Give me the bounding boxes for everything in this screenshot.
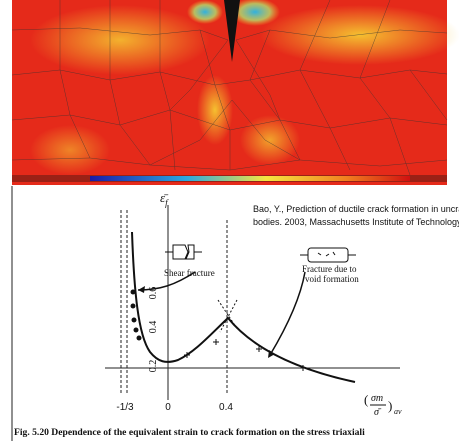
annotation: void formation xyxy=(305,274,359,284)
x-tick-label: 0.4 xyxy=(219,402,233,413)
arrow xyxy=(269,271,306,356)
y-tick-label: 0.2 xyxy=(148,360,159,373)
caption: Fig. 5.20 Dependence of the equivalent s… xyxy=(14,427,365,438)
annotation: Shear fracture xyxy=(164,268,215,278)
specimen-icon xyxy=(165,244,202,260)
y-axis-label: ε̄f xyxy=(160,190,169,208)
x-axis-bracket: ( xyxy=(364,392,368,407)
hot-spot xyxy=(240,115,300,165)
cold-spot xyxy=(187,0,223,24)
mesh xyxy=(11,0,448,176)
x-axis-numerator: σm xyxy=(371,393,383,404)
crack xyxy=(224,0,240,62)
specimen-icon xyxy=(300,247,356,263)
x-tick-label: -1/3 xyxy=(116,402,134,413)
x-axis-subscript: av xyxy=(394,407,402,416)
hot-spot xyxy=(30,125,110,175)
arrowhead xyxy=(268,350,275,358)
x-axis-bracket: ) xyxy=(388,398,392,413)
cold-spot xyxy=(230,0,280,26)
x-axis-denominator: σ̄ xyxy=(374,407,382,418)
data-points xyxy=(130,289,142,341)
chart-figure: Bao, Y., Prediction of ductile crack for… xyxy=(11,186,459,441)
fracture-curve xyxy=(131,231,356,383)
citation-line: Bao, Y., Prediction of ductile crack for… xyxy=(253,204,459,214)
hot-spot xyxy=(260,5,459,65)
symbol: ε̄ xyxy=(160,190,169,205)
y-tick-label: 0.4 xyxy=(148,321,159,334)
cross-points xyxy=(184,339,306,371)
hot-spot xyxy=(30,5,210,75)
x-tick-label: 0 xyxy=(165,402,171,413)
y-tick-label: 0.6 xyxy=(148,287,159,300)
subscript: f xyxy=(165,198,169,208)
hot-spot xyxy=(197,75,233,145)
citation-line: bodies. 2003, Massachusetts Institute of… xyxy=(253,217,459,227)
arrowhead xyxy=(138,286,145,293)
simulation-image xyxy=(11,0,459,185)
annotation: Fracture due to xyxy=(302,264,357,274)
colorbar xyxy=(90,176,410,181)
